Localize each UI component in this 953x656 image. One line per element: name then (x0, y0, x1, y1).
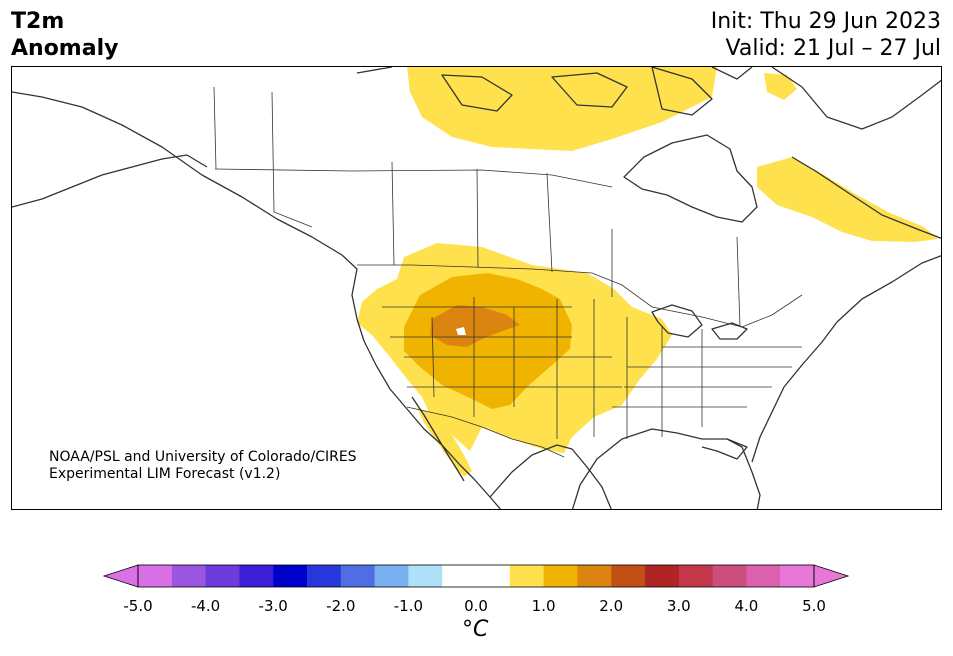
colorbar-cell (577, 565, 612, 587)
colorbar-tick-label: 4.0 (734, 597, 759, 615)
colorbar-tick-label: 2.0 (599, 597, 624, 615)
colorbar-tick-label: -4.0 (190, 597, 221, 615)
colorbar-cell (374, 565, 409, 587)
colorbar-over-arrow (813, 564, 850, 588)
colorbar-tick-label: -1.0 (393, 597, 424, 615)
borders (213, 86, 803, 458)
us-state-borders (382, 297, 802, 439)
anomaly-baja-yellow (417, 407, 472, 477)
province-borders (214, 91, 741, 328)
colorbar-cell (645, 565, 680, 587)
credit-line-2: Experimental LIM Forecast (v1.2) (49, 466, 281, 482)
colorbar-cell (476, 565, 511, 587)
hudson-bay (623, 134, 758, 223)
credit-line-1: NOAA/PSL and University of Colorado/CIRE… (49, 449, 357, 465)
anomaly-quebec-yellow (757, 157, 938, 242)
colorbar-cell (205, 565, 240, 587)
colorbar-tick-label: -2.0 (326, 597, 356, 615)
colorbar-cell (171, 565, 207, 587)
colorbar-tick-label: 3.0 (666, 597, 691, 615)
init-date: Init: Thu 29 Jun 2023 (710, 9, 941, 34)
coast-alaska (12, 154, 208, 208)
colorbar-cell (273, 565, 308, 587)
colorbar-cell (780, 565, 815, 587)
colorbar-cell (340, 565, 376, 587)
colorbar-under-arrow (102, 564, 139, 588)
colorbar-tick-label: -5.0 (123, 597, 153, 615)
anomaly-west-darkorange (430, 305, 520, 347)
colorbar-cell (408, 565, 443, 587)
colorbar-cell (746, 565, 781, 587)
forecast-dates: Init: Thu 29 Jun 2023 Valid: 21 Jul – 27… (711, 8, 941, 62)
us-mexico-border (406, 406, 565, 458)
coast-florida (726, 438, 761, 509)
map-svg (12, 67, 941, 509)
colorbar-tick-label: -3.0 (258, 597, 288, 615)
colorbar-tick-label: 0.0 (464, 597, 488, 615)
colorbar-cell (678, 565, 714, 587)
colorbar-cell (509, 565, 545, 587)
colorbar-cell (307, 565, 342, 587)
arctic-islands (356, 67, 753, 116)
colorbar (102, 564, 850, 588)
colorbar-outline (137, 564, 815, 588)
coast-gulf (571, 428, 748, 509)
colorbar-cell (611, 565, 646, 587)
alaska-border (213, 86, 217, 170)
credit-text: NOAA/PSL and University of Colorado/CIRE… (49, 449, 357, 483)
map-panel (11, 66, 942, 510)
colorbar-cell (712, 565, 747, 587)
baja-peninsula (411, 396, 465, 482)
anomaly-greenland-yellow (764, 73, 797, 100)
mexico-coast (489, 444, 612, 509)
colorbar-cell (442, 565, 477, 587)
coast-west (12, 91, 502, 509)
map-title: T2m Anomaly (11, 8, 118, 62)
colorbar-cells (138, 565, 815, 587)
anomaly-arctic-yellow (407, 67, 717, 151)
valid-date: Valid: 21 Jul – 27 Jul (725, 36, 941, 61)
colorbar-cell (239, 565, 274, 587)
us-canada-border (357, 264, 803, 328)
coastlines (12, 67, 941, 509)
coast-greenland (771, 67, 941, 130)
title-line-2: Anomaly (11, 36, 119, 61)
colorbar-unit: °C (462, 617, 489, 642)
anomaly-small-white (456, 327, 466, 335)
colorbar-tick-label: 1.0 (531, 597, 556, 615)
colorbar-cell (138, 565, 173, 587)
title-line-1: T2m (11, 9, 65, 34)
colorbar-tick-label: 5.0 (802, 597, 826, 615)
coast-labrador (791, 156, 941, 239)
coast-east (751, 255, 941, 463)
colorbar-cell (543, 565, 578, 587)
